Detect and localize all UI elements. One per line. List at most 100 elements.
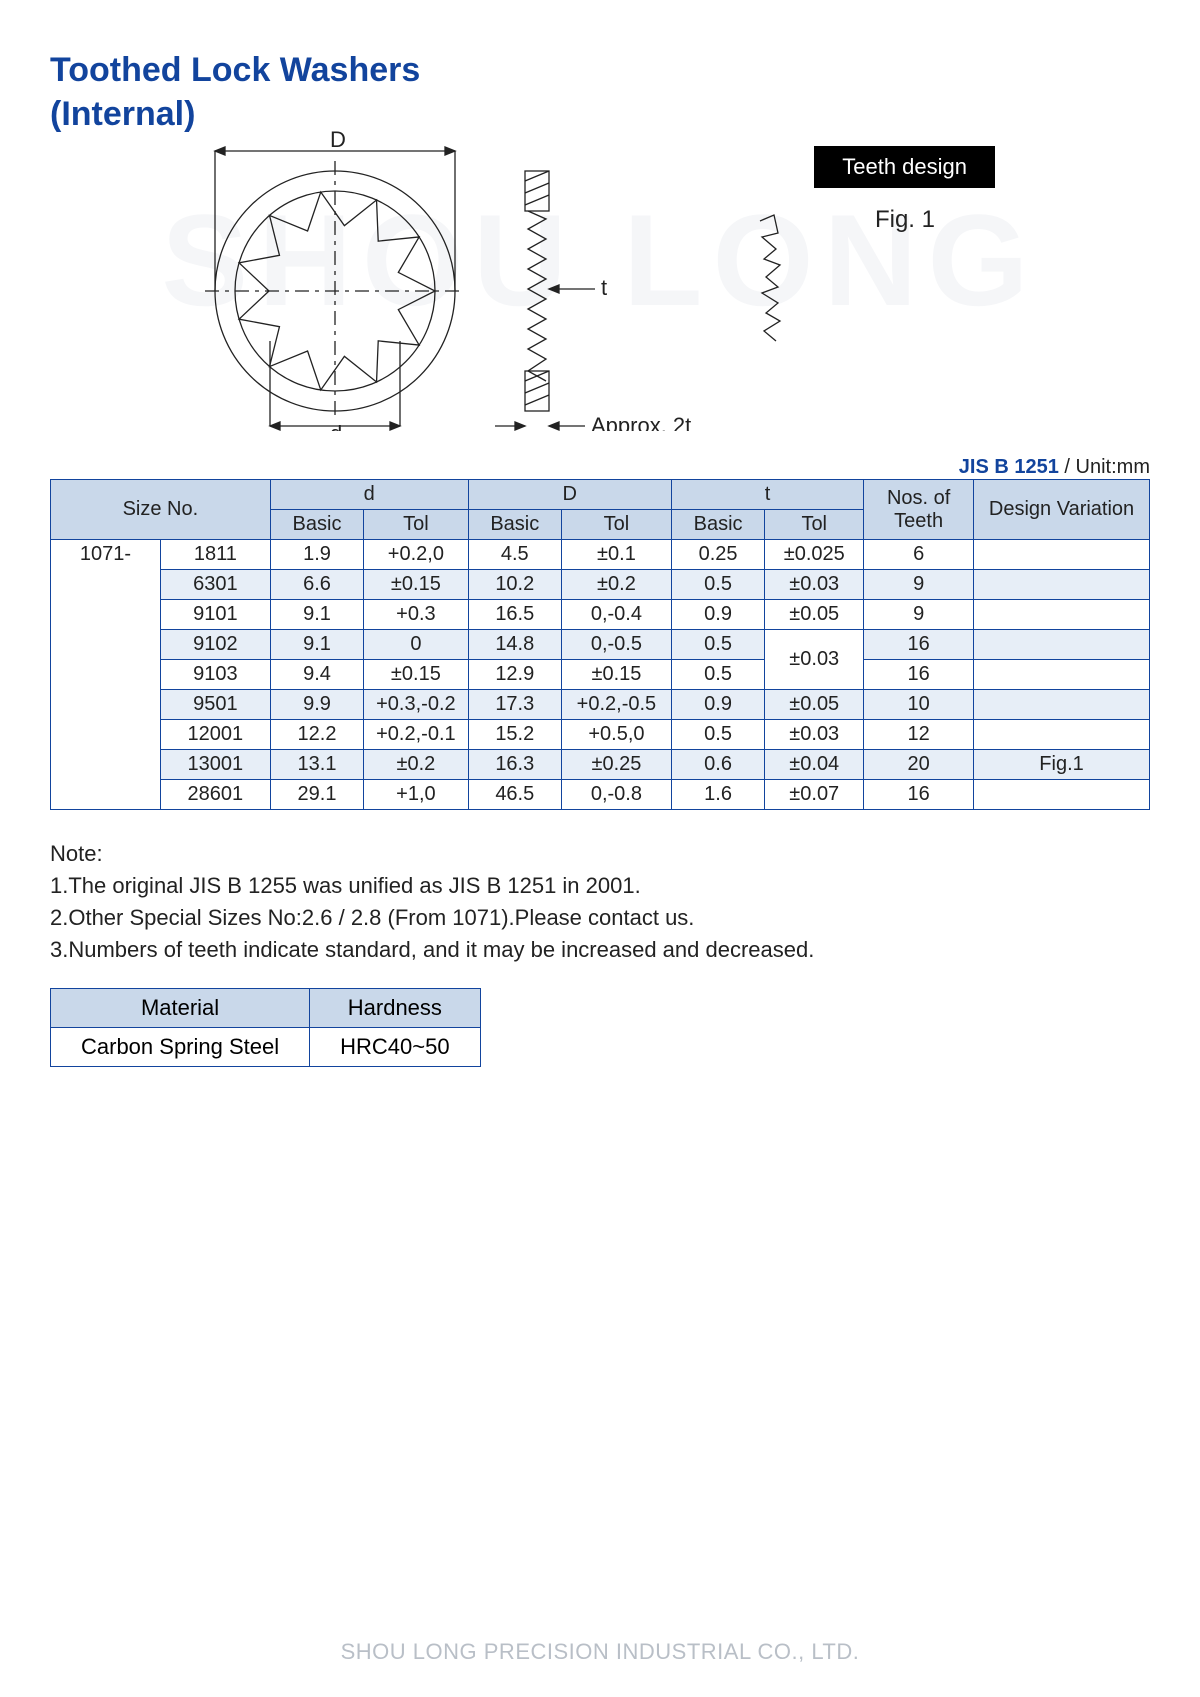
note-3: 3.Numbers of teeth indicate standard, an…	[50, 934, 1150, 966]
th-teeth: Nos. of Teeth	[864, 480, 974, 540]
cell-t-basic: 1.6	[671, 780, 764, 810]
th-D: D	[468, 480, 671, 510]
diagram-svg: D d	[190, 131, 910, 431]
cell-d-tol: +0.2,-0.1	[364, 720, 468, 750]
mat-c1: Carbon Spring Steel	[51, 1027, 310, 1066]
cell-D-basic: 16.3	[468, 750, 561, 780]
table-row: 95019.9+0.3,-0.217.3+0.2,-0.50.9±0.0510	[51, 690, 1150, 720]
svg-text:d: d	[330, 421, 342, 431]
cell-d-tol: +0.3	[364, 600, 468, 630]
th-d-basic: Basic	[270, 510, 363, 540]
cell-teeth: 10	[864, 690, 974, 720]
cell-d-basic: 13.1	[270, 750, 363, 780]
th-D-basic: Basic	[468, 510, 561, 540]
th-D-tol: Tol	[561, 510, 671, 540]
cell-t-tol: ±0.05	[765, 600, 864, 630]
cell-d-tol: +0.2,0	[364, 540, 468, 570]
cell-variation	[974, 540, 1150, 570]
cell-d-basic: 9.1	[270, 600, 363, 630]
svg-text:Approx. 2t: Approx. 2t	[591, 413, 691, 431]
cell-variation	[974, 630, 1150, 660]
cell-variation	[974, 780, 1150, 810]
note-1: 1.The original JIS B 1255 was unified as…	[50, 870, 1150, 902]
unit-label: / Unit:mm	[1059, 456, 1150, 478]
table-row: 1200112.2+0.2,-0.115.2+0.5,00.5±0.0312	[51, 720, 1150, 750]
cell-teeth: 20	[864, 750, 974, 780]
standard-unit-line: JIS B 1251 / Unit:mm	[50, 456, 1150, 479]
cell-t-tol: ±0.03	[765, 720, 864, 750]
cell-teeth: 9	[864, 570, 974, 600]
cell-variation	[974, 660, 1150, 690]
th-variation: Design Variation	[974, 480, 1150, 540]
cell-d-basic: 29.1	[270, 780, 363, 810]
mat-h2: Hardness	[310, 988, 480, 1027]
title-line2: (Internal)	[50, 95, 195, 133]
cell-D-tol: ±0.2	[561, 570, 671, 600]
cell-variation	[974, 720, 1150, 750]
cell-code: 28601	[160, 780, 270, 810]
cell-variation	[974, 600, 1150, 630]
table-row: 63016.6±0.1510.2±0.20.5±0.039	[51, 570, 1150, 600]
cell-teeth: 16	[864, 780, 974, 810]
table-row: 2860129.1+1,046.50,-0.81.6±0.0716	[51, 780, 1150, 810]
cell-t-tol: ±0.025	[765, 540, 864, 570]
cell-code: 13001	[160, 750, 270, 780]
cell-t-basic: 0.6	[671, 750, 764, 780]
cell-D-basic: 15.2	[468, 720, 561, 750]
svg-text:D: D	[330, 131, 346, 152]
mat-c2: HRC40~50	[310, 1027, 480, 1066]
size-prefix: 1071-	[51, 540, 161, 810]
cell-teeth: 6	[864, 540, 974, 570]
cell-D-basic: 12.9	[468, 660, 561, 690]
cell-D-tol: +0.2,-0.5	[561, 690, 671, 720]
cell-t-basic: 0.5	[671, 630, 764, 660]
th-d-tol: Tol	[364, 510, 468, 540]
cell-t-tol: ±0.03	[765, 570, 864, 600]
cell-t-tol: ±0.05	[765, 690, 864, 720]
cell-code: 9103	[160, 660, 270, 690]
cell-t-basic: 0.9	[671, 690, 764, 720]
cell-D-basic: 4.5	[468, 540, 561, 570]
cell-d-tol: ±0.15	[364, 570, 468, 600]
cell-t-basic: 0.5	[671, 570, 764, 600]
cell-d-tol: 0	[364, 630, 468, 660]
cell-D-tol: ±0.15	[561, 660, 671, 690]
footer-company: SHOU LONG PRECISION INDUSTRIAL CO., LTD.	[0, 1639, 1200, 1665]
material-table: Material Hardness Carbon Spring Steel HR…	[50, 988, 481, 1067]
cell-d-basic: 12.2	[270, 720, 363, 750]
cell-t-basic: 0.25	[671, 540, 764, 570]
cell-t-basic: 0.9	[671, 600, 764, 630]
table-row: 1300113.1±0.216.3±0.250.6±0.0420Fig.1	[51, 750, 1150, 780]
cell-variation	[974, 570, 1150, 600]
table-row: 91019.1+0.316.50,-0.40.9±0.059	[51, 600, 1150, 630]
standard-code: JIS B 1251	[959, 456, 1059, 478]
cell-d-tol: +1,0	[364, 780, 468, 810]
notes-block: Note: 1.The original JIS B 1255 was unif…	[50, 838, 1150, 966]
cell-D-tol: ±0.1	[561, 540, 671, 570]
cell-variation: Fig.1	[974, 750, 1150, 780]
cell-D-basic: 16.5	[468, 600, 561, 630]
cell-code: 9102	[160, 630, 270, 660]
cell-t-basic: 0.5	[671, 720, 764, 750]
cell-d-tol: +0.3,-0.2	[364, 690, 468, 720]
cell-D-tol: ±0.25	[561, 750, 671, 780]
cell-D-tol: 0,-0.8	[561, 780, 671, 810]
cell-code: 6301	[160, 570, 270, 600]
cell-code: 12001	[160, 720, 270, 750]
cell-t-basic: 0.5	[671, 660, 764, 690]
cell-D-basic: 10.2	[468, 570, 561, 600]
notes-title: Note:	[50, 838, 1150, 870]
cell-D-basic: 14.8	[468, 630, 561, 660]
note-2: 2.Other Special Sizes No:2.6 / 2.8 (From…	[50, 902, 1150, 934]
table-row: 91039.4±0.1512.9±0.150.516	[51, 660, 1150, 690]
cell-teeth: 9	[864, 600, 974, 630]
cell-D-tol: +0.5,0	[561, 720, 671, 750]
page-title: Toothed Lock Washers (Internal)	[50, 48, 1150, 136]
cell-d-basic: 9.1	[270, 630, 363, 660]
cell-variation	[974, 690, 1150, 720]
cell-code: 9501	[160, 690, 270, 720]
cell-d-basic: 9.4	[270, 660, 363, 690]
th-size: Size No.	[51, 480, 271, 540]
svg-text:t: t	[601, 275, 607, 300]
table-row: 91029.1014.80,-0.50.5±0.0316	[51, 630, 1150, 660]
